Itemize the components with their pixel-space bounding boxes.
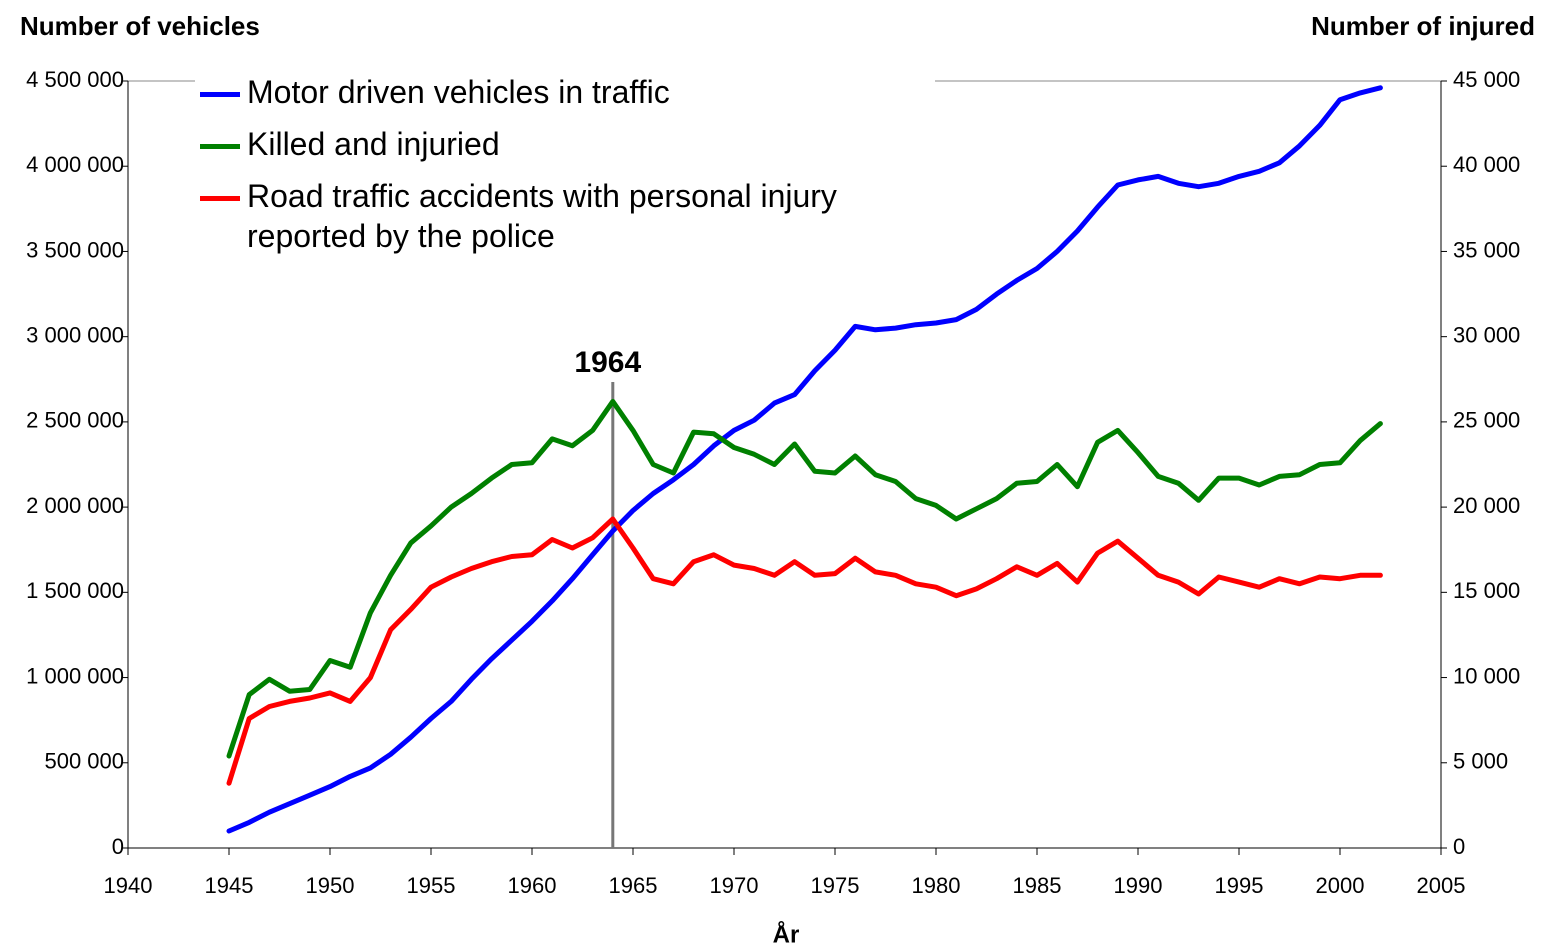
y2-tick-label: 40 000 — [1453, 152, 1520, 177]
y-tick-label: 4 000 000 — [26, 152, 124, 177]
series-line — [226, 398, 1383, 759]
y2-tick-label: 35 000 — [1453, 237, 1520, 262]
series-line — [226, 85, 1383, 834]
x-tick-label: 1990 — [1114, 873, 1163, 898]
y-tick-label: 4 500 000 — [26, 67, 124, 92]
x-tick-label: 1975 — [811, 873, 860, 898]
x-tick-label: 1965 — [609, 873, 658, 898]
y-tick-label: 500 000 — [44, 749, 124, 774]
x-tick-label: 2005 — [1417, 873, 1466, 898]
y2-tick-label: 15 000 — [1453, 578, 1520, 603]
y2-tick-label: 45 000 — [1453, 67, 1520, 92]
x-axis-title: År — [773, 920, 800, 948]
y2-axis-title: Number of injured — [1311, 11, 1535, 41]
y-tick-label: 3 500 000 — [26, 237, 124, 262]
legend: Motor driven vehicles in traffic Killed a… — [195, 72, 935, 274]
y-tick-label: 1 000 000 — [26, 663, 124, 688]
y2-tick-label: 5 000 — [1453, 749, 1508, 774]
legend-label: Road traffic accidents with personal inj… — [247, 178, 837, 254]
legend-entry: Motor driven vehicles in traffic — [195, 72, 935, 112]
legend-entry: Road traffic accidents with personal inj… — [195, 176, 935, 256]
legend-swatch — [200, 92, 240, 97]
y2-tick-label: 25 000 — [1453, 408, 1520, 433]
x-tick-label: 1980 — [912, 873, 961, 898]
y-tick-label: 0 — [112, 834, 124, 859]
x-tick-label: 1960 — [508, 873, 557, 898]
legend-entry: Killed and injuried — [195, 124, 935, 164]
legend-swatch — [200, 196, 240, 201]
x-tick-label: 1955 — [407, 873, 456, 898]
y2-tick-label: 30 000 — [1453, 322, 1520, 347]
legend-swatch — [200, 144, 240, 149]
series-line — [226, 516, 1383, 786]
x-tick-label: 1970 — [710, 873, 759, 898]
y-tick-label: 2 000 000 — [26, 493, 124, 518]
x-tick-label: 2000 — [1316, 873, 1365, 898]
x-tick-label: 1950 — [306, 873, 355, 898]
y2-tick-label: 20 000 — [1453, 493, 1520, 518]
y-tick-label: 1 500 000 — [26, 578, 124, 603]
x-tick-label: 1940 — [104, 873, 153, 898]
y-tick-label: 3 000 000 — [26, 322, 124, 347]
y2-tick-label: 0 — [1453, 834, 1465, 859]
x-tick-label: 1945 — [205, 873, 254, 898]
annotation-text: 1964 — [574, 346, 641, 379]
x-tick-label: 1985 — [1013, 873, 1062, 898]
legend-label: Motor driven vehicles in traffic — [247, 74, 670, 110]
y-axis-title: Number of vehicles — [20, 11, 260, 41]
y-tick-label: 2 500 000 — [26, 408, 124, 433]
x-tick-label: 1995 — [1215, 873, 1264, 898]
y2-tick-label: 10 000 — [1453, 663, 1520, 688]
legend-label: Killed and injuried — [247, 126, 500, 162]
